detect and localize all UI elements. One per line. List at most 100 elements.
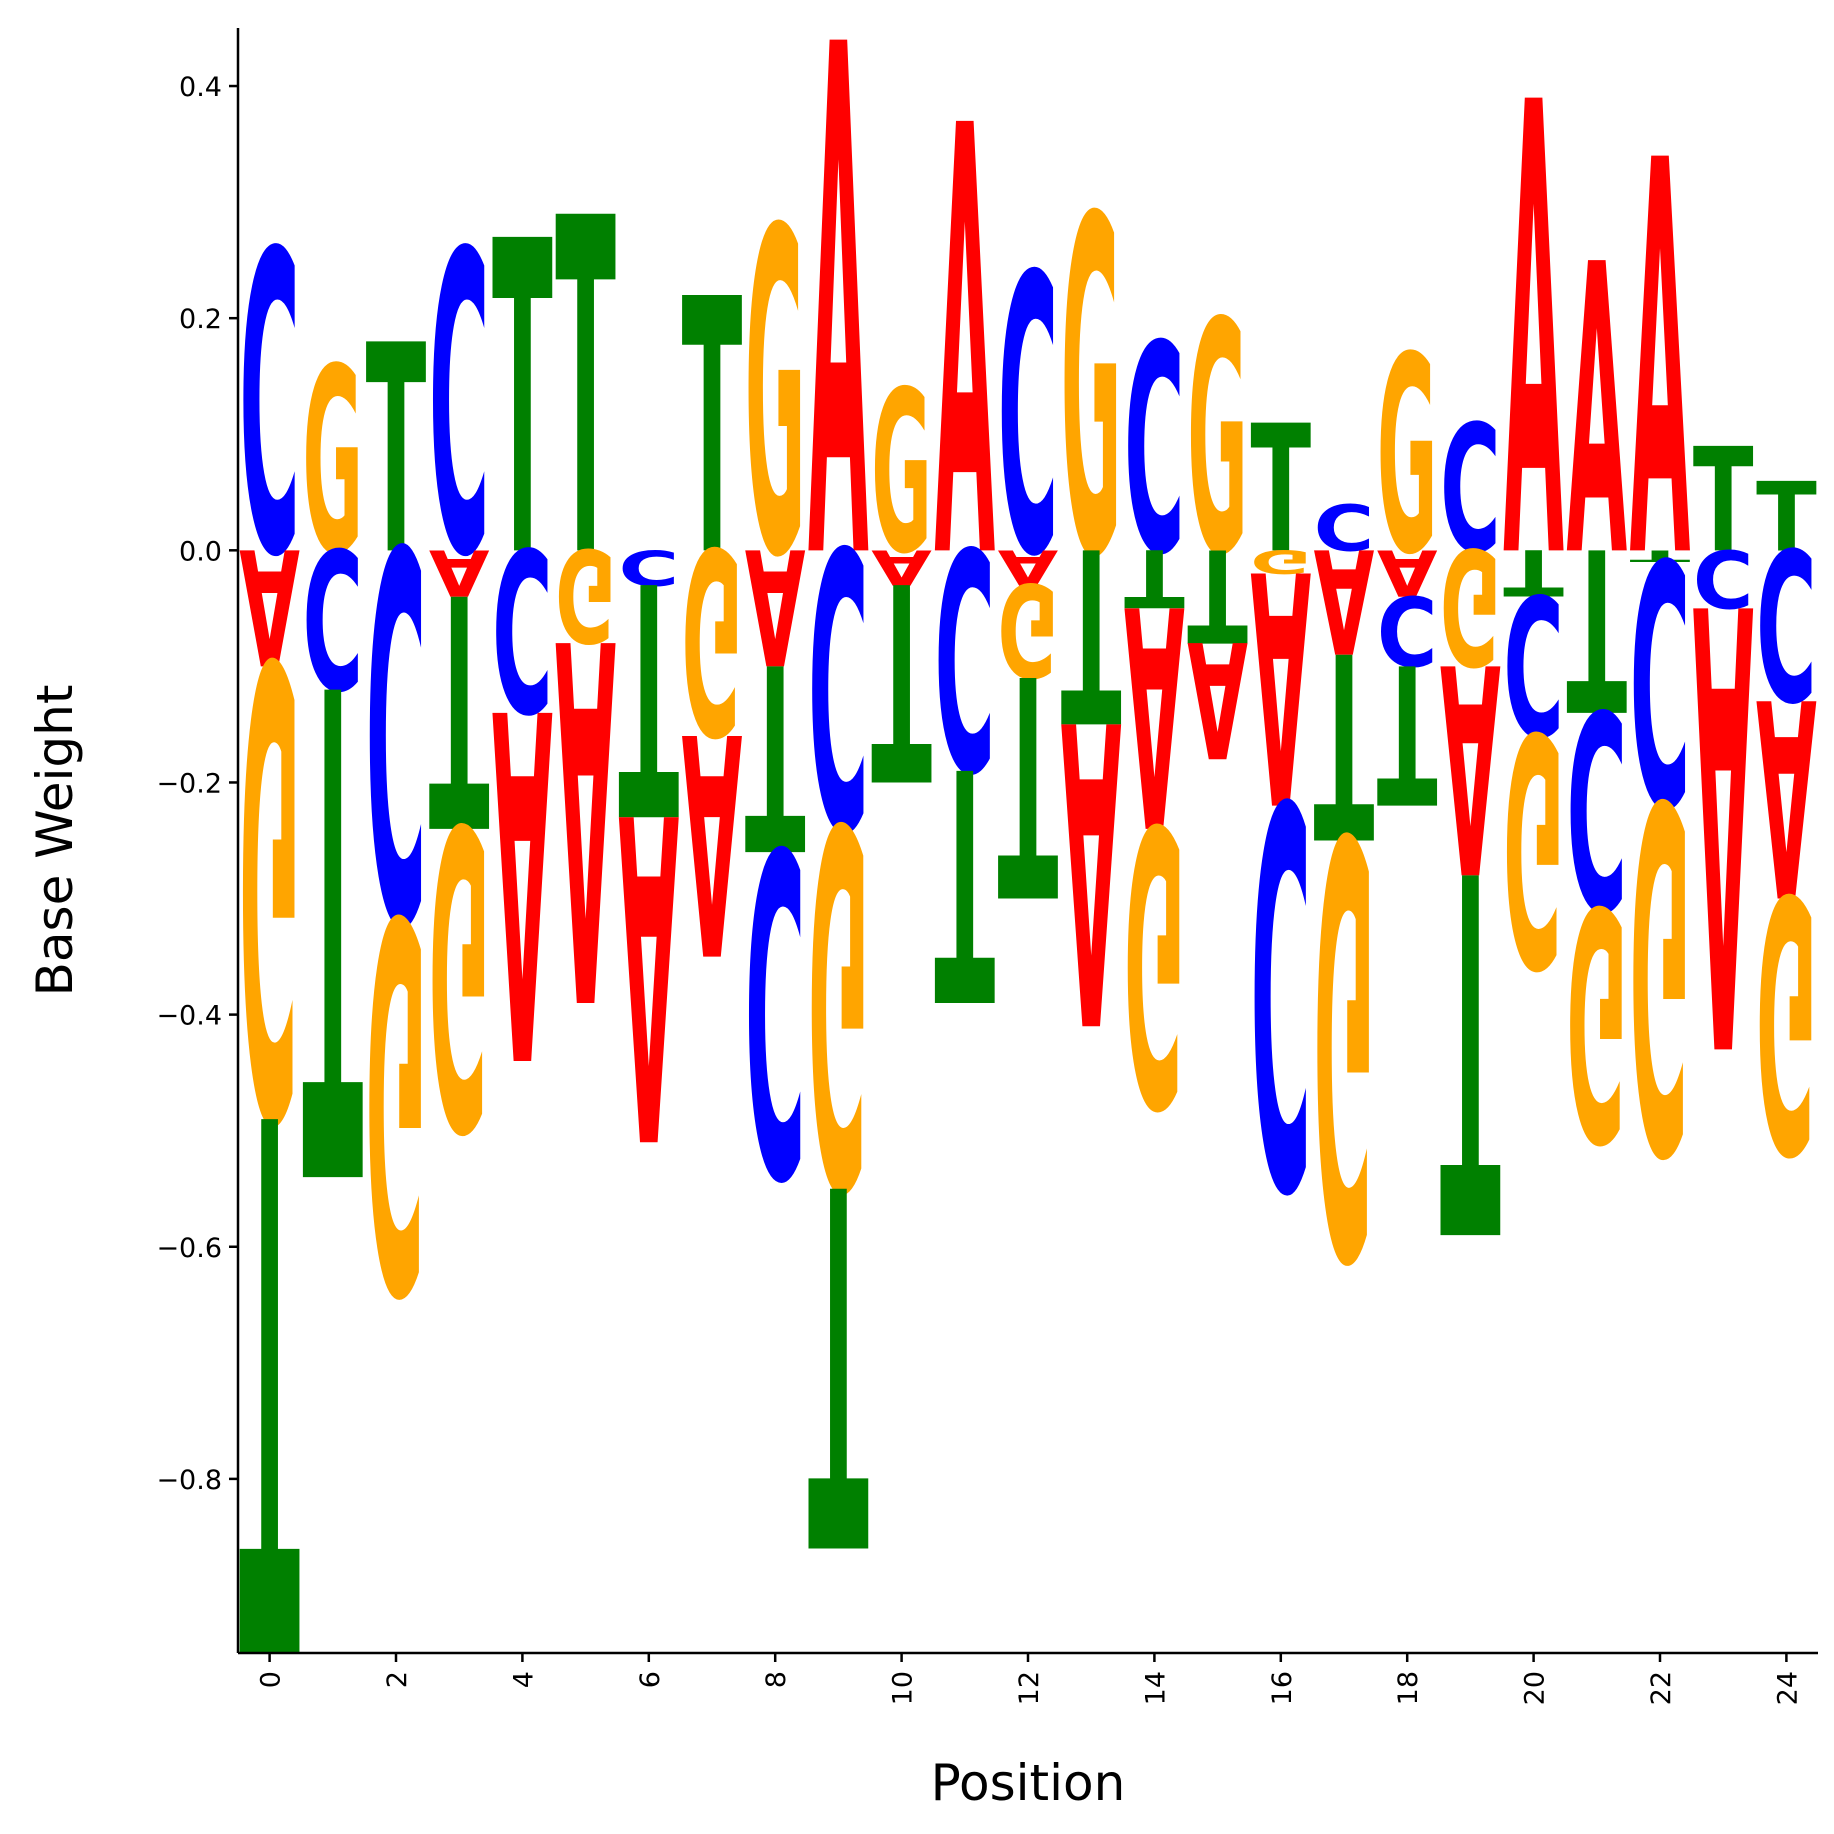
y-tick-label: 0.0	[179, 536, 222, 567]
logo-letter-a-pos-22: A	[1630, 49, 1691, 679]
logo-letter-t-pos-22: T	[1630, 546, 1691, 564]
logo-letter-a-pos-15: A	[1187, 605, 1248, 790]
logo-letter-t-pos-19: T	[1440, 758, 1501, 1333]
logo-letter-t-pos-12: T	[998, 606, 1059, 959]
logo-letter-a-pos-20: A	[1503, 0, 1564, 698]
logo-letter-a-pos-10: A	[871, 539, 932, 594]
logo-letter-g-pos-19: G	[1440, 512, 1501, 697]
logo-letter-g-pos-7: G	[682, 489, 743, 785]
logo-letter-a-pos-16: A	[1250, 498, 1311, 869]
logo-letter-c-pos-0: C	[239, 168, 300, 649]
logo-letter-c-pos-6: C	[618, 539, 679, 595]
logo-letter-t-pos-14: T	[1124, 531, 1185, 623]
x-tick-label: 14	[1140, 1671, 1171, 1705]
logo-letter-t-pos-3: T	[429, 520, 490, 890]
x-tick-label: 18	[1393, 1671, 1424, 1705]
x-tick-label: 4	[508, 1671, 539, 1688]
logo-letter-a-pos-7: A	[682, 663, 743, 1015]
y-tick-label: −0.4	[156, 1001, 222, 1032]
logo-letter-a-pos-24: A	[1756, 637, 1817, 952]
logo-letter-c-pos-2: C	[366, 429, 427, 1022]
y-tick-label: −0.6	[156, 1233, 222, 1264]
logo-letter-a-pos-9: A	[808, 0, 869, 716]
x-tick-label: 16	[1267, 1671, 1298, 1705]
logo-letter-g-pos-22: G	[1630, 692, 1691, 1248]
x-axis-title: Position	[931, 1754, 1126, 1812]
logo-letter-g-pos-9: G	[808, 711, 869, 1286]
x-tick-label: 20	[1520, 1671, 1551, 1705]
logo-letter-c-pos-14: C	[1124, 284, 1185, 618]
logo-letter-t-pos-4: T	[492, 153, 553, 653]
y-axis-ticks: 0.4 0.2 0.0 −0.2 −0.4 −0.6 −0.8	[156, 72, 238, 1496]
logo-letter-t-pos-11: T	[934, 695, 995, 1065]
x-tick-label: 6	[635, 1671, 666, 1688]
logo-letter-c-pos-23: C	[1693, 531, 1754, 623]
logo-letter-a-pos-14: A	[1124, 536, 1185, 888]
x-tick-label: 8	[761, 1671, 792, 1688]
logo-letter-g-pos-18: G	[1377, 299, 1438, 614]
logo-letter-t-pos-17: T	[1314, 595, 1375, 891]
x-tick-label: 22	[1646, 1671, 1677, 1705]
logo-letter-a-pos-5: A	[555, 526, 616, 1100]
y-tick-label: −0.2	[156, 768, 222, 799]
logo-letter-a-pos-13: A	[1061, 626, 1122, 1108]
logo-letter-t-pos-23: T	[1693, 418, 1754, 585]
logo-letter-g-pos-3: G	[429, 730, 490, 1212]
logo-letter-g-pos-10: G	[871, 345, 932, 604]
x-tick-label: 10	[888, 1671, 919, 1705]
logo-letter-t-pos-15: T	[1187, 520, 1248, 668]
y-tick-label: 0.4	[179, 72, 222, 103]
y-tick-label: −0.8	[156, 1465, 222, 1496]
logo-letter-c-pos-20: C	[1503, 551, 1564, 774]
logo-letter-c-pos-1: C	[302, 505, 363, 728]
logo-letter-c-pos-12: C	[998, 196, 1059, 641]
logo-letter-a-pos-4: A	[492, 600, 553, 1157]
logo-letter-c-pos-22: C	[1630, 482, 1691, 871]
logo-letter-t-pos-10: T	[871, 521, 932, 837]
x-tick-label: 2	[382, 1671, 413, 1688]
logo-letter-t-pos-9: T	[808, 1072, 869, 1647]
logo-letter-g-pos-24: G	[1756, 816, 1817, 1224]
logo-letter-a-pos-6: A	[618, 711, 679, 1229]
logo-letter-g-pos-12: G	[998, 555, 1059, 704]
logo-letter-g-pos-15: G	[1187, 254, 1248, 626]
logo-letter-c-pos-3: C	[429, 168, 490, 649]
logo-letter-c-pos-11: C	[934, 478, 995, 830]
logo-letter-a-pos-18: A	[1377, 535, 1438, 609]
logo-letter-a-pos-23: A	[1693, 465, 1754, 1169]
y-axis-title: Base Weight	[26, 685, 84, 997]
logo-letter-g-pos-20: G	[1503, 660, 1564, 1032]
logo-letter-c-pos-21: C	[1566, 648, 1627, 963]
logo-letter-t-pos-2: T	[366, 286, 427, 620]
logo-letter-t-pos-21: T	[1566, 496, 1627, 756]
logo-letter-g-pos-1: G	[302, 315, 363, 611]
logo-letter-c-pos-8: C	[745, 746, 806, 1266]
logo-letter-g-pos-21: G	[1566, 834, 1627, 1206]
logo-letter-t-pos-8: T	[745, 606, 806, 902]
logo-letter-a-pos-3: A	[429, 535, 490, 609]
logo-letter-a-pos-12: A	[998, 539, 1059, 594]
logo-letter-t-pos-1: T	[302, 531, 363, 1310]
logo-letter-g-pos-17: G	[1314, 704, 1375, 1370]
logo-letter-t-pos-18: T	[1377, 620, 1438, 842]
logo-letter-g-pos-16: G	[1250, 542, 1311, 579]
logo-letter-g-pos-5: G	[555, 520, 616, 669]
logo-letter-a-pos-17: A	[1314, 516, 1375, 682]
logo-letter-t-pos-6: T	[618, 509, 679, 879]
logo-letter-c-pos-4: C	[492, 497, 553, 757]
x-tick-label: 24	[1772, 1671, 1803, 1705]
logo-letter-c-pos-9: C	[808, 459, 869, 904]
logo-letter-t-pos-16: T	[1250, 388, 1311, 592]
logo-letter-g-pos-13: G	[1061, 122, 1122, 660]
x-tick-label: 12	[1014, 1671, 1045, 1705]
logo-letter-t-pos-13: T	[1061, 493, 1122, 770]
logo-letter-g-pos-2: G	[366, 801, 427, 1394]
logo-letter-t-pos-5: T	[555, 123, 616, 660]
logo-letter-t-pos-24: T	[1756, 461, 1817, 573]
logo-letter-c-pos-18: C	[1377, 573, 1438, 684]
x-tick-label: 0	[256, 1671, 287, 1688]
logo-letter-a-pos-0: A	[239, 512, 300, 697]
